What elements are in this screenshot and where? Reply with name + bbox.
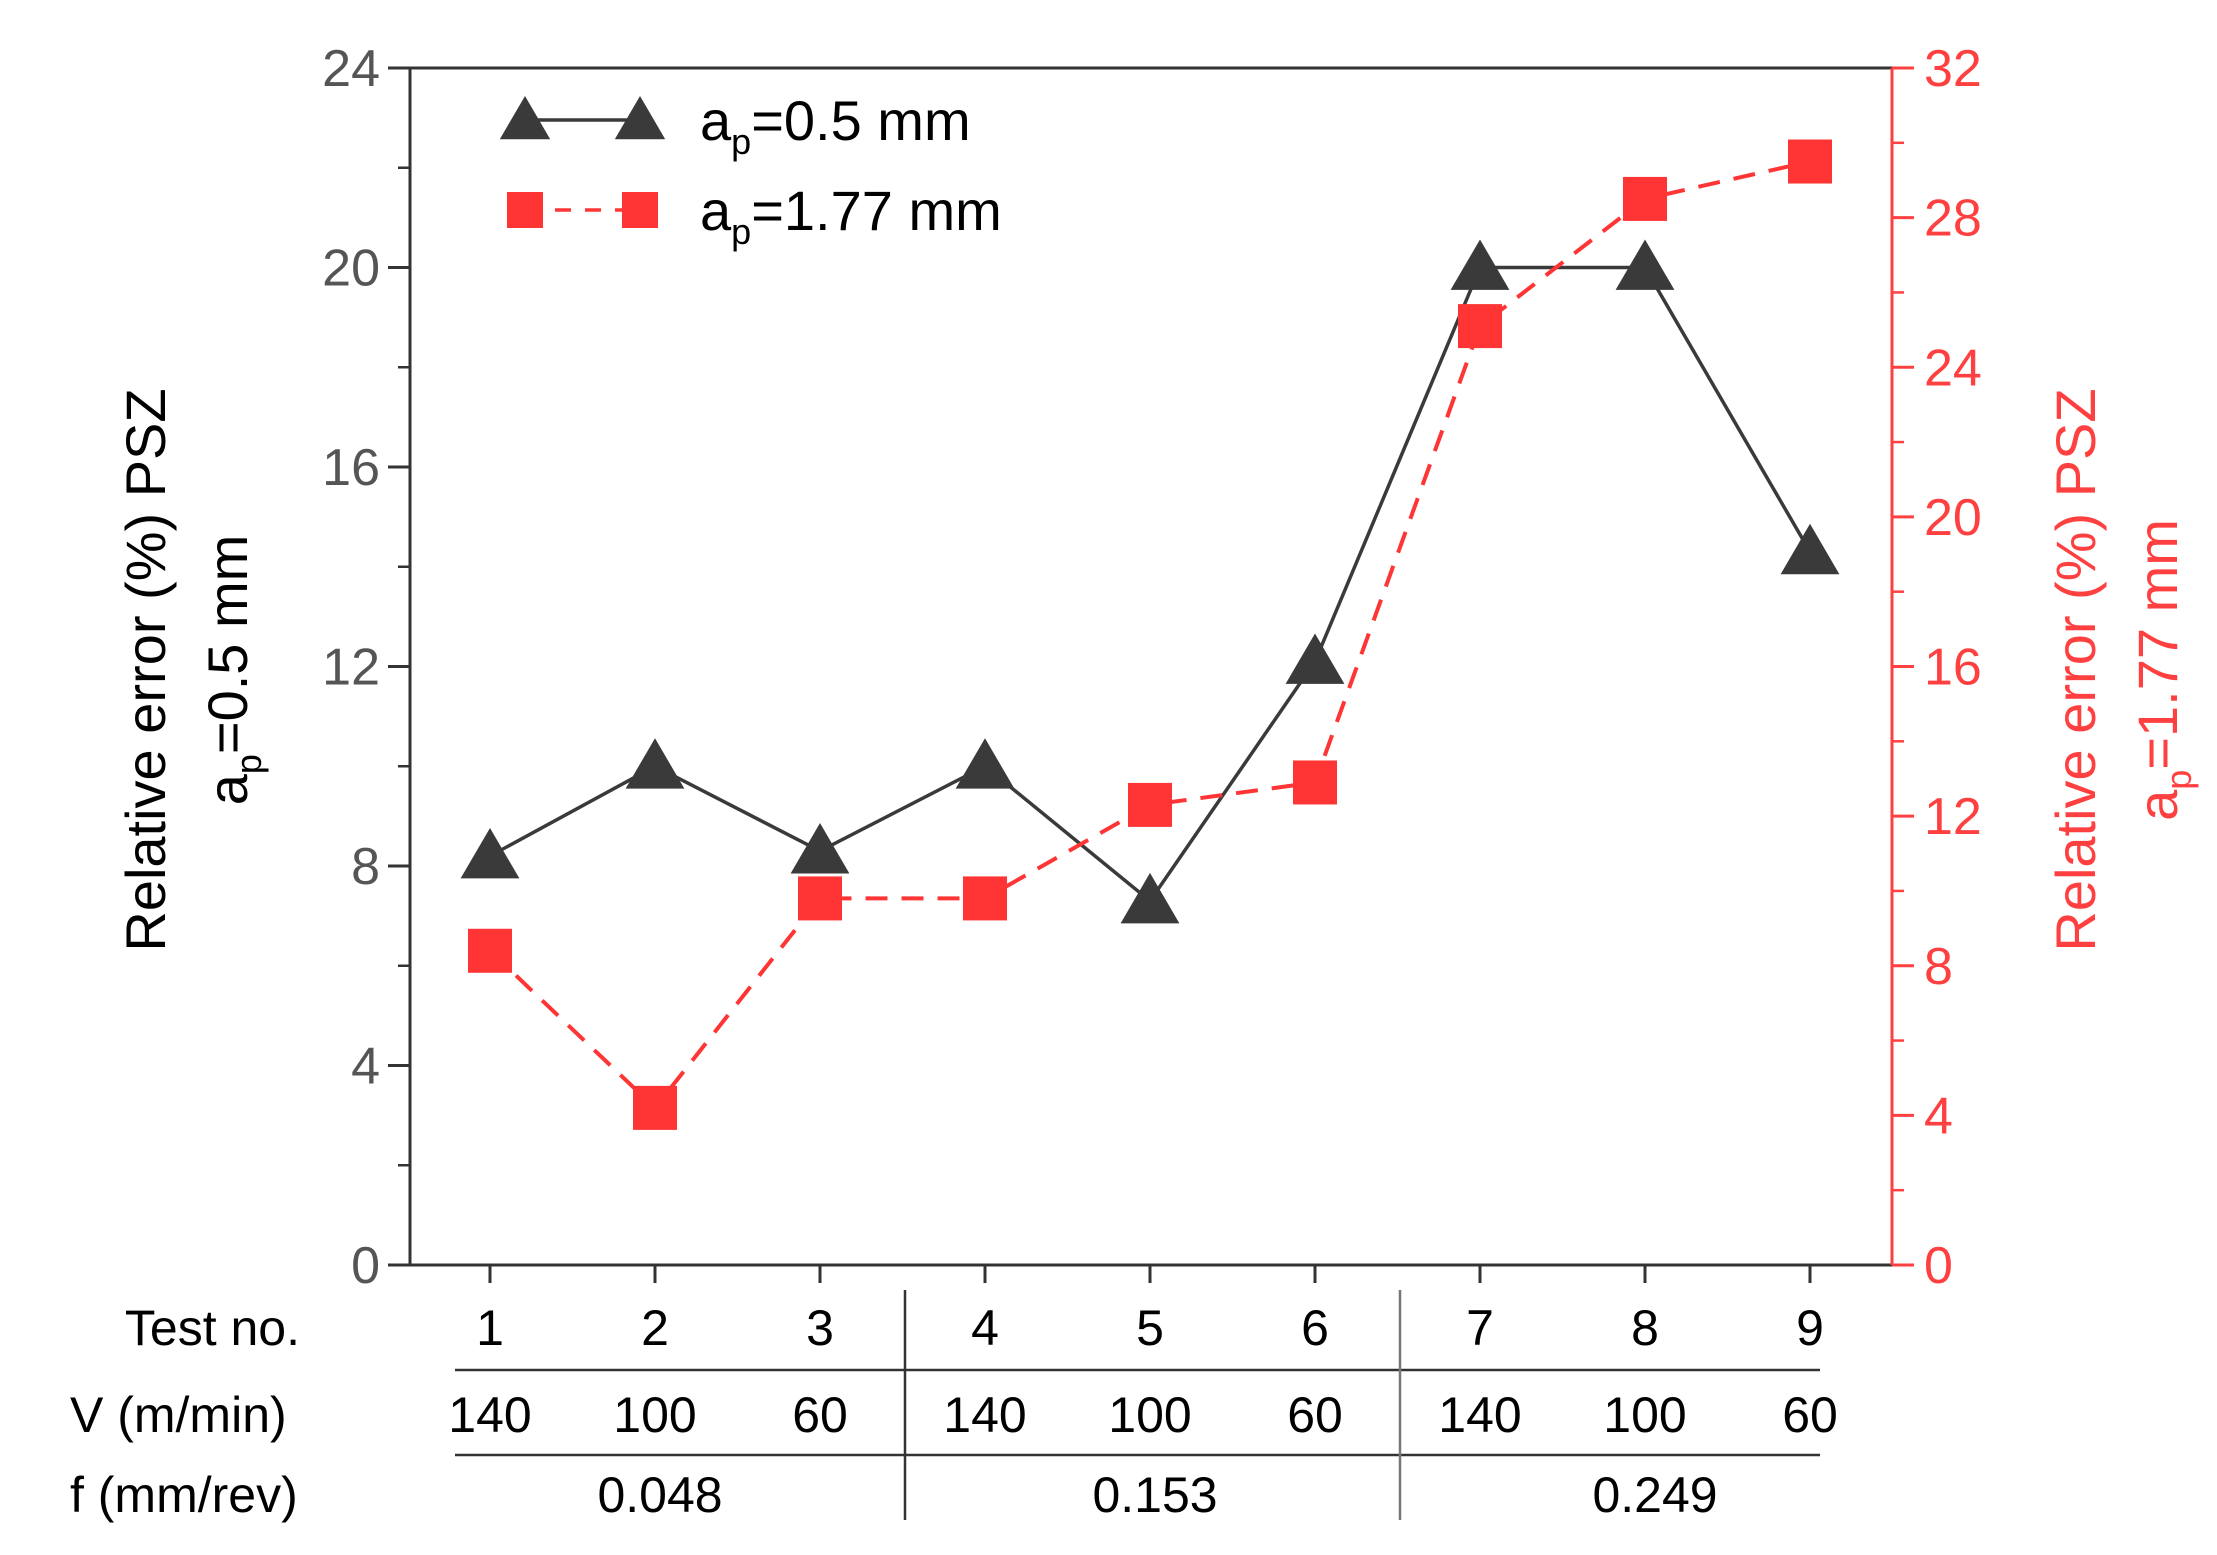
left-y-title-rest: =0.5 mm	[196, 535, 259, 754]
table-test-no: 8	[1631, 1300, 1659, 1356]
series-2-line	[488, 159, 1811, 1111]
table-speed: 60	[1287, 1387, 1343, 1443]
series-2-point	[1788, 139, 1832, 184]
right-tick-label: 32	[1924, 40, 1982, 98]
series-2-point	[1128, 782, 1172, 827]
right-y-title-line2: ap=1.77 mm	[2126, 519, 2199, 821]
left-tick-label: 24	[322, 40, 380, 98]
legend-label-sub: p	[731, 121, 751, 162]
table-test-no: 6	[1301, 1300, 1329, 1356]
legend-1-marker	[499, 96, 551, 140]
table-test-no: 5	[1136, 1300, 1164, 1356]
table-test-no: 3	[806, 1300, 834, 1356]
right-tick-label: 8	[1924, 938, 1953, 996]
series-1-point	[1615, 239, 1675, 290]
right-y-axis-title: Relative error (%) PSZ ap=1.77 mm	[2044, 388, 2199, 951]
right-y-title-sub: p	[2158, 770, 2199, 790]
left-tick-label: 8	[351, 838, 380, 896]
right-y-title-rest: =1.77 mm	[2126, 519, 2189, 770]
left-tick-label: 4	[351, 1038, 380, 1096]
series-2-point	[1458, 304, 1502, 349]
left-tick-label: 0	[351, 1237, 380, 1295]
right-tick-label: 0	[1924, 1237, 1953, 1295]
right-tick-label: 12	[1924, 788, 1982, 846]
left-y-title-sub: p	[228, 754, 269, 774]
series-2-point	[798, 876, 842, 921]
right-tick-label: 28	[1924, 190, 1982, 248]
table-speed: 140	[943, 1387, 1026, 1443]
table-speed: 100	[1603, 1387, 1686, 1443]
legend-label-sub: p	[731, 211, 751, 252]
left-y-title-main: a	[196, 773, 259, 805]
series-2-point	[1293, 760, 1337, 805]
legend-2-label: ap=1.77 mm	[700, 179, 1002, 252]
series-1-point	[790, 823, 850, 874]
series-1-point	[1285, 633, 1345, 684]
series-1-point	[1780, 523, 1840, 575]
table-speed: 100	[1108, 1387, 1191, 1443]
left-y-axis-title: Relative error (%) PSZ ap=0.5 mm	[114, 388, 269, 951]
table-feed-group: 0.249	[1592, 1467, 1717, 1523]
right-y-title-line1: Relative error (%) PSZ	[2044, 388, 2107, 951]
right-y-title-main: a	[2126, 789, 2189, 821]
series-2-point	[633, 1085, 677, 1130]
table-test-no: 2	[641, 1300, 669, 1356]
series-2-point	[963, 876, 1007, 921]
right-tick-label: 24	[1924, 339, 1982, 397]
legend-1-label: ap=0.5 mm	[700, 89, 971, 162]
table-test-no: 4	[971, 1300, 999, 1356]
legend-2-marker	[622, 192, 658, 228]
left-tick-label: 20	[322, 240, 380, 298]
table-feed-group: 0.153	[1092, 1467, 1217, 1523]
table-speed: 60	[792, 1387, 848, 1443]
right-tick-label: 16	[1924, 639, 1982, 697]
table-speed: 60	[1782, 1387, 1838, 1443]
table-speed: 140	[1438, 1387, 1521, 1443]
series-1-point	[625, 738, 685, 789]
series-2-point	[1623, 176, 1667, 221]
table-speed: 100	[613, 1387, 696, 1443]
legend-label-main: a	[700, 89, 732, 152]
right-tick-label: 4	[1924, 1087, 1953, 1145]
legend-label-main: a	[700, 179, 732, 242]
table-row-label: f (mm/rev)	[70, 1467, 298, 1523]
legend-1-marker	[614, 96, 666, 140]
left-y-title-line2: ap=0.5 mm	[196, 535, 269, 806]
series-1-point	[460, 828, 520, 879]
series-1-point	[1450, 239, 1510, 290]
legend-2-marker	[507, 192, 543, 228]
legend-label-rest: =1.77 mm	[751, 179, 1002, 242]
table-speed: 140	[448, 1387, 531, 1443]
table-test-no: 7	[1466, 1300, 1494, 1356]
left-y-title-line1: Relative error (%) PSZ	[114, 388, 177, 951]
table-test-no: 9	[1796, 1300, 1824, 1356]
table-row-label: V (m/min)	[70, 1387, 287, 1443]
left-tick-label: 12	[322, 639, 380, 697]
table-feed-group: 0.048	[597, 1467, 722, 1523]
right-tick-label: 20	[1924, 489, 1982, 547]
series-1-point	[955, 738, 1015, 789]
legend-label-rest: =0.5 mm	[751, 89, 970, 152]
series-2-point	[468, 928, 512, 973]
left-tick-label: 16	[322, 439, 380, 497]
series-1-point	[1120, 872, 1180, 924]
table-row-label: Test no.	[125, 1300, 300, 1356]
table-test-no: 1	[476, 1300, 504, 1356]
